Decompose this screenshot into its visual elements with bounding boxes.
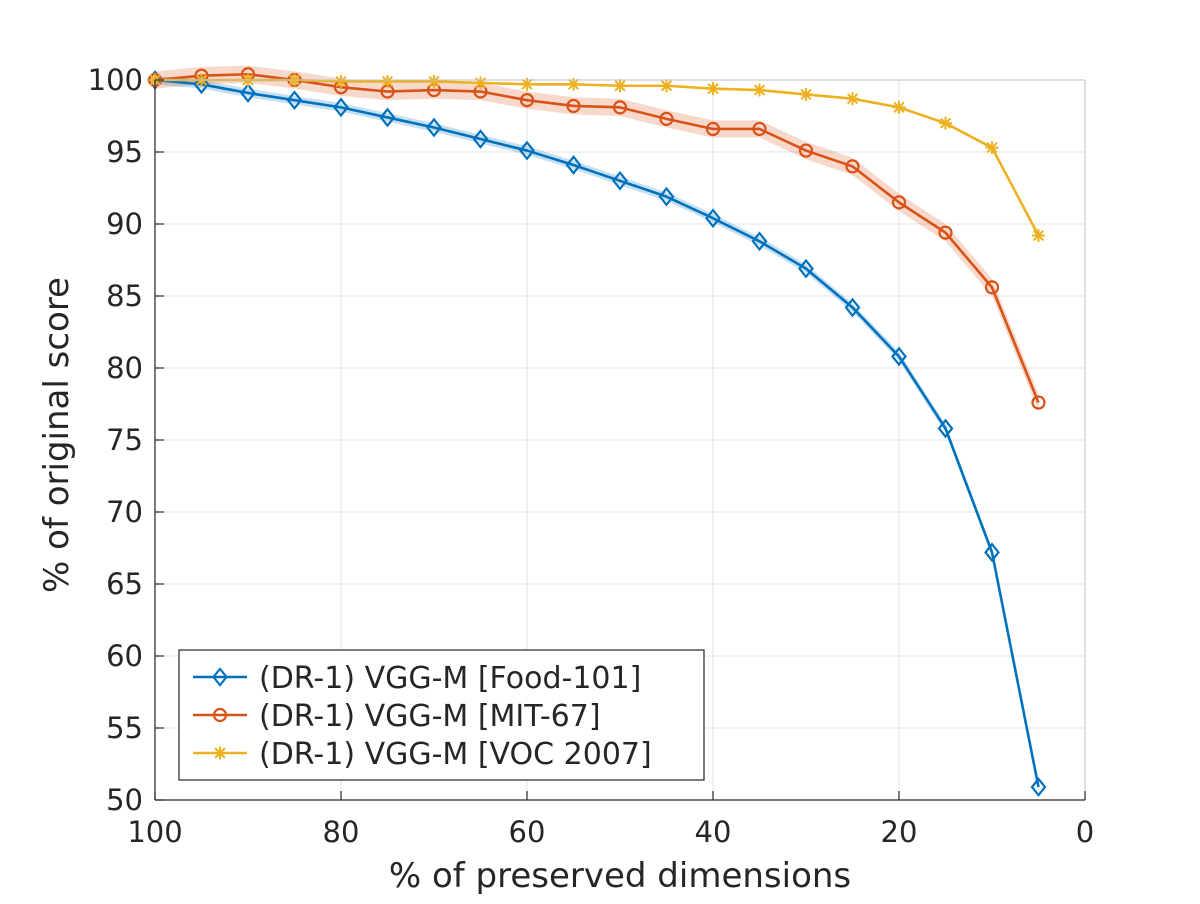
point-mit-67 — [1031, 395, 1046, 410]
confidence-bands — [155, 65, 1039, 792]
legend-label-voc-2007: (DR-1) VGG-M [VOC 2007] — [259, 737, 652, 772]
point-food-101 — [379, 107, 396, 128]
point-mit-67 — [938, 225, 953, 240]
y-tick-label: 70 — [106, 495, 143, 529]
legend-entry: (DR-1) VGG-M [Food-101] — [193, 661, 641, 696]
point-food-101 — [472, 129, 489, 149]
x-tick-label: 80 — [323, 815, 360, 849]
legend-marker-food-101 — [212, 667, 228, 687]
point-food-101 — [612, 170, 628, 191]
point-mit-67 — [798, 143, 814, 158]
point-food-101 — [565, 155, 582, 175]
point-voc-2007 — [334, 74, 348, 88]
point-food-101 — [844, 297, 861, 318]
y-tick-label: 95 — [106, 135, 143, 169]
point-food-101 — [658, 186, 675, 207]
point-mit-67 — [566, 98, 581, 114]
line-food-101 — [154, 78, 1040, 788]
point-mit-67 — [984, 280, 1000, 295]
legend-marker-mit-67 — [212, 707, 228, 723]
point-voc-2007 — [939, 116, 952, 130]
y-tick-label: 60 — [106, 639, 143, 673]
point-food-101 — [426, 117, 442, 138]
point-food-101 — [286, 90, 303, 111]
point-voc-2007 — [381, 74, 394, 88]
y-tick-label: 80 — [106, 351, 143, 385]
x-tick-label: 40 — [695, 815, 732, 849]
point-voc-2007 — [799, 87, 813, 101]
point-voc-2007 — [474, 76, 487, 90]
tick-labels: 100 80 60 40 20 0 100 95 90 85 80 75 70 65 60 55 50 — [88, 63, 1095, 849]
point-voc-2007 — [846, 92, 859, 106]
point-food-101 — [751, 231, 768, 252]
y-tick-label: 75 — [106, 423, 143, 457]
point-voc-2007 — [1032, 229, 1045, 243]
point-food-101 — [984, 542, 1000, 563]
y-axis-title: % of original score — [37, 277, 77, 593]
y-tick-label: 100 — [88, 63, 143, 97]
point-food-101 — [891, 346, 907, 367]
y-tick-label: 65 — [106, 567, 143, 601]
point-mit-67 — [845, 159, 860, 174]
y-tick-label: 50 — [106, 783, 143, 817]
point-food-101 — [333, 97, 349, 118]
legend-entry: (DR-1) VGG-M [VOC 2007] — [193, 737, 652, 772]
point-voc-2007 — [613, 79, 627, 93]
point-voc-2007 — [985, 141, 999, 155]
legend-box — [178, 649, 705, 781]
point-voc-2007 — [427, 74, 441, 88]
axes — [154, 79, 1086, 801]
point-food-101 — [798, 258, 814, 279]
point-food-101 — [937, 418, 954, 439]
legend-label-mit-67: (DR-1) VGG-M [MIT-67] — [259, 699, 601, 734]
x-tick-label: 100 — [127, 815, 182, 849]
point-mit-67 — [752, 121, 767, 137]
y-tick-label: 55 — [106, 711, 143, 745]
legend-label-food-101: (DR-1) VGG-M [Food-101] — [259, 661, 641, 696]
legend-entry: (DR-1) VGG-M [MIT-67] — [193, 699, 601, 734]
x-tick-label: 20 — [881, 815, 918, 849]
y-tick-label: 90 — [106, 207, 143, 241]
x-tick-label: 60 — [509, 815, 546, 849]
legend: (DR-1) VGG-M [Food-101] (DR-1) VGG-M [MI… — [178, 649, 705, 781]
point-mit-67 — [659, 111, 674, 126]
point-voc-2007 — [753, 83, 766, 97]
point-food-101 — [705, 208, 721, 229]
legend-marker-voc-2007 — [213, 746, 227, 760]
point-voc-2007 — [892, 100, 906, 114]
x-axis-title: % of preserved dimensions — [389, 856, 851, 896]
point-mit-67 — [612, 100, 628, 115]
point-voc-2007 — [660, 79, 673, 93]
point-food-101 — [1030, 777, 1047, 797]
point-mit-67 — [519, 93, 535, 108]
point-food-101 — [193, 74, 210, 95]
y-tick-label: 85 — [106, 279, 143, 313]
point-voc-2007 — [706, 82, 720, 96]
point-food-101 — [240, 83, 256, 103]
x-tick-label: 0 — [1076, 815, 1094, 849]
point-mit-67 — [705, 121, 721, 137]
band-mit-67 — [155, 65, 1039, 412]
point-mit-67 — [891, 195, 907, 210]
point-food-101 — [519, 140, 535, 161]
